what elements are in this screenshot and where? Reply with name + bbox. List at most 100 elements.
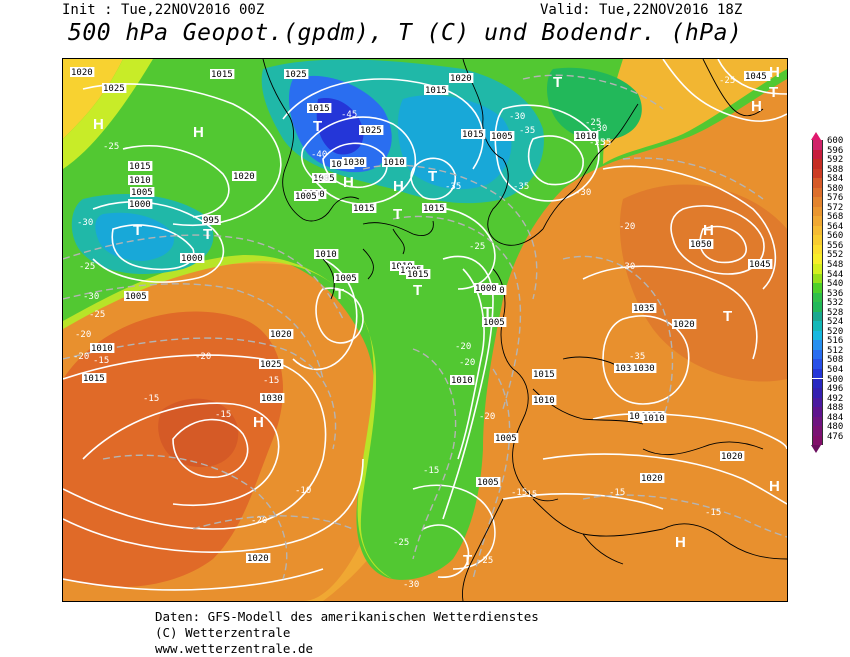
pressure-label-bg — [82, 373, 107, 383]
temperature-label: -30 — [619, 262, 635, 272]
legend-swatch — [812, 149, 823, 160]
temperature-label: -20 — [459, 358, 475, 368]
legend-level-label: 516 — [827, 336, 844, 347]
legend-row: 496 — [808, 384, 850, 398]
legend-swatch — [812, 168, 823, 179]
legend-swatch — [812, 349, 823, 360]
pressure-label: 1005 — [131, 188, 153, 198]
legend-row: 552 — [808, 250, 850, 264]
temperature-label: -35 — [513, 182, 529, 192]
legend-level-label: 536 — [827, 288, 844, 299]
pressure-label-bg — [532, 369, 557, 379]
pressure-label: 1015 — [407, 270, 429, 280]
legend-swatch — [812, 206, 823, 217]
legend-row: 548 — [808, 260, 850, 274]
legend-swatch — [812, 283, 823, 293]
pressure-label-bg — [744, 71, 769, 81]
low-pressure-marker: T — [553, 74, 562, 91]
legend-row: 524 — [808, 317, 850, 331]
pressure-label-bg — [312, 173, 337, 183]
legend-row: 584 — [808, 174, 850, 188]
pressure-label-bg — [128, 161, 153, 171]
low-pressure-marker: T — [428, 168, 437, 185]
temperature-label: -30 — [509, 112, 525, 122]
pressure-label: 1005 — [483, 318, 505, 328]
temperature-label: -40 — [313, 174, 329, 184]
credit-website[interactable]: www.wetterzentrale.de — [155, 641, 314, 656]
legend-row: 600 — [808, 136, 850, 150]
pressure-label-bg — [334, 273, 359, 283]
pressure-label: 1000 — [475, 284, 497, 294]
pressure-label: 1050 — [690, 240, 712, 250]
pressure-label: 1030 — [261, 394, 283, 404]
pressure-label: 1020 — [270, 330, 292, 340]
pressure-label-bg — [314, 249, 339, 259]
temperature-label: -20 — [479, 412, 495, 422]
legend-level-label: 492 — [827, 393, 844, 404]
legend-swatch — [812, 435, 823, 446]
legend-level-label: 592 — [827, 155, 844, 166]
credit-copyright: (C) Wetterzentrale — [155, 625, 291, 640]
legend-swatch — [812, 359, 823, 369]
pressure-label-bg — [124, 291, 149, 301]
pressure-label-bg — [574, 131, 599, 141]
temperature-label: -25 — [589, 138, 605, 148]
pressure-label-bg — [352, 203, 377, 213]
pressure-label-bg — [128, 175, 153, 185]
pressure-label: 1010 — [643, 414, 665, 424]
legend-level-label: 480 — [827, 422, 844, 433]
legend-row: 576 — [808, 193, 850, 207]
low-pressure-marker: T — [335, 286, 344, 303]
pressure-label: 1025 — [103, 84, 125, 94]
pressure-label: 1020 — [641, 474, 663, 484]
legend-level-label: 556 — [827, 240, 844, 251]
high-pressure-marker: H — [253, 414, 264, 431]
legend-swatch — [812, 197, 823, 207]
temperature-label: -40 — [311, 150, 327, 160]
pressure-label-bg — [642, 413, 667, 423]
credit-data-source: Daten: GFS-Modell des amerikanischen Wet… — [155, 609, 539, 624]
pressure-label: 1015 — [353, 204, 375, 214]
pressure-label-bg — [307, 103, 332, 113]
legend-level-label: 484 — [827, 412, 844, 423]
legend-swatch — [812, 340, 823, 350]
pressure-label-bg — [449, 73, 474, 83]
legend-level-label: 512 — [827, 345, 844, 356]
temperature-label: -25 — [477, 556, 493, 566]
pressure-label: 1005 — [491, 132, 513, 142]
legend-swatch — [812, 235, 823, 245]
low-pressure-marker: T — [203, 226, 212, 243]
temperature-label: -35 — [445, 182, 461, 192]
low-pressure-marker: T — [463, 552, 472, 569]
high-pressure-marker: H — [751, 98, 762, 115]
pressure-label-bg — [632, 363, 657, 373]
legend-row: 536 — [808, 289, 850, 303]
green-trough — [63, 59, 787, 580]
pressure-label-bg — [382, 157, 407, 167]
legend-swatch — [812, 416, 823, 427]
pressure-label: 1020 — [721, 452, 743, 462]
yellow-nw-corner — [63, 59, 123, 139]
legend-row: 564 — [808, 222, 850, 236]
legend-row: 572 — [808, 203, 850, 217]
pressure-label: 1025 — [360, 126, 382, 136]
temperature-label: -25 — [89, 310, 105, 320]
legend-swatch — [812, 216, 823, 226]
pressure-label-bg — [422, 203, 447, 213]
legend-level-label: 584 — [827, 174, 844, 185]
pressure-label: 1010 — [575, 132, 597, 142]
legend-level-label: 572 — [827, 202, 844, 213]
legend-top-arrow — [811, 132, 821, 140]
temperature-label: -20 — [195, 352, 211, 362]
pressure-label-bg — [90, 343, 115, 353]
pressure-label: 1005 — [495, 434, 517, 444]
legend-level-label: 560 — [827, 231, 844, 242]
pressure-label: 1030 — [615, 364, 637, 374]
pressure-label-bg — [259, 359, 284, 369]
low-pressure-marker: T — [413, 282, 422, 299]
temperature-label: -15 — [609, 488, 625, 498]
legend-row: 480 — [808, 422, 850, 436]
pressure-label-bg — [246, 553, 271, 563]
legend-level-label: 568 — [827, 212, 844, 223]
